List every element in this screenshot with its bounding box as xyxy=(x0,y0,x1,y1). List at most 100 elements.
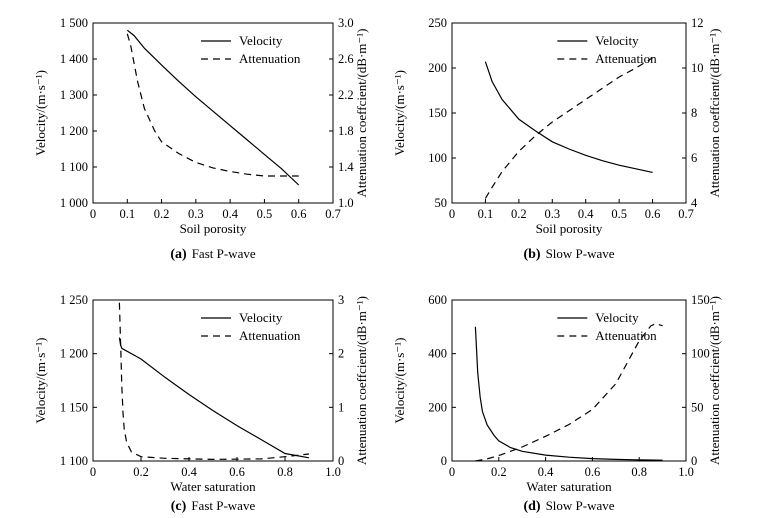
x-tick-label: 0.5 xyxy=(611,207,627,221)
plot-frame xyxy=(92,299,334,462)
x-tick-label: 0.3 xyxy=(188,207,204,221)
y-tick-label: 200 xyxy=(428,61,447,75)
panel-b: 0 0.1 0.2 0.3 0.4 0.5 0.6 0.7 50 100 150 200 250 4 6 8 1… xyxy=(392,16,722,262)
x-tick-label: 0.6 xyxy=(645,207,661,221)
x-tick-label: 0.4 xyxy=(181,465,197,479)
legend-label-attenuation: Attenuation xyxy=(595,328,657,343)
panel-caption: (d) Slow P-wave xyxy=(523,498,614,514)
legend-label-attenuation: Attenuation xyxy=(239,51,301,66)
panel-caption-title: Slow P-wave xyxy=(546,246,615,261)
y-axis-label: Velocity/(m·s⁻¹) xyxy=(33,70,48,156)
panel-caption-title: Slow P-wave xyxy=(546,498,615,513)
y2-tick-label: 150 xyxy=(691,293,710,307)
x-tick-label: 0.4 xyxy=(538,465,554,479)
y2-axis-label: Attenuation coeffcient/(dB·m⁻¹) xyxy=(707,29,722,198)
panel-d: 0 0.2 0.4 0.6 0.8 1.00200400600050100150Water… xyxy=(392,293,722,514)
y-tick-label: 250 xyxy=(428,16,447,30)
panel-c: 0 0.2 0.4 0.6 0.8 1.0 1 100 1 150 1 200 1 250 0 1 2 3… xyxy=(33,293,369,514)
x-tick-label: 0.1 xyxy=(478,207,494,221)
y-tick-label: 1 200 xyxy=(60,347,88,361)
y2-tick-label: 1.4 xyxy=(338,160,354,174)
x-tick-label: 0 xyxy=(449,207,455,221)
x-tick-label: 0.3 xyxy=(544,207,560,221)
y-tick-label: 1 200 xyxy=(60,124,88,138)
x-tick-label: 0.4 xyxy=(222,207,238,221)
x-tick-label: 1.0 xyxy=(325,465,341,479)
x-tick-label: 0.1 xyxy=(119,207,135,221)
series-line-attenuation xyxy=(118,302,310,461)
y-tick-label: 600 xyxy=(428,293,447,307)
y2-tick-label: 1.8 xyxy=(338,124,354,138)
y2-tick-label: 8 xyxy=(691,106,697,120)
y2-axis-label: Attenuation coeffcient/(dB·m⁻¹) xyxy=(354,296,369,465)
panel-caption: (c) Fast P-wave xyxy=(171,498,256,514)
panel-caption-tag: (a) xyxy=(170,247,187,262)
y2-tick-label: 1 xyxy=(338,400,344,414)
y-tick-label: 1 150 xyxy=(60,400,88,414)
x-tick-label: 0 xyxy=(90,465,96,479)
y2-axis-label: Attenuation coeffcient/(dB·m⁻¹) xyxy=(707,296,722,465)
x-tick-label: 0.6 xyxy=(585,465,601,479)
plot-frame xyxy=(451,299,687,462)
y-axis-label: Velocity/(m·s⁻¹) xyxy=(392,338,407,424)
panel-caption-tag: (d) xyxy=(523,499,540,514)
x-axis-label: Soil porosity xyxy=(536,221,603,236)
series-line-attenuation xyxy=(475,322,663,462)
x-axis-label: Water saturation xyxy=(526,479,612,494)
panel-caption-title: Fast P-wave xyxy=(191,498,255,513)
x-axis-label: Water saturation xyxy=(170,479,256,494)
y2-tick-label: 6 xyxy=(691,151,697,165)
x-tick-label: 0.6 xyxy=(229,465,245,479)
panel-caption-tag: (c) xyxy=(171,499,187,514)
y2-tick-label: 12 xyxy=(691,16,704,30)
legend-label-attenuation: Attenuation xyxy=(239,328,301,343)
y2-tick-label: 2 xyxy=(338,347,344,361)
y-axis-label: Velocity/(m·s⁻¹) xyxy=(392,70,407,156)
y-tick-label: 1 300 xyxy=(60,88,88,102)
panel-caption-title: Fast P-wave xyxy=(192,246,256,261)
series-line-velocity xyxy=(484,61,653,173)
y-tick-label: 1 500 xyxy=(60,16,88,30)
y-tick-label: 1 000 xyxy=(60,196,88,210)
plot-frame xyxy=(451,22,687,204)
series-line-attenuation xyxy=(126,33,299,177)
y2-axis-label: Attenuation coeffcient/(dB·m⁻¹) xyxy=(354,29,369,198)
y2-tick-label: 0 xyxy=(691,454,697,468)
x-tick-label: 0.7 xyxy=(325,207,341,221)
x-tick-label: 0 xyxy=(90,207,96,221)
y-tick-label: 400 xyxy=(428,347,447,361)
x-tick-label: 0.7 xyxy=(678,207,694,221)
plot-frame xyxy=(92,22,334,204)
y-axis-label: Velocity/(m·s⁻¹) xyxy=(33,338,48,424)
panel-a: 0 0.1 0.2 0.3 0.4 0.5 0.6 0.7 1 000 1 100 1 200 1 3… xyxy=(33,16,369,262)
y2-tick-label: 4 xyxy=(691,196,698,210)
y2-tick-label: 2.2 xyxy=(338,88,354,102)
y-tick-label: 0 xyxy=(441,454,447,468)
y-tick-label: 100 xyxy=(428,151,447,165)
x-axis-label: Soil porosity xyxy=(180,221,247,236)
x-tick-label: 0.2 xyxy=(154,207,170,221)
y-tick-label: 150 xyxy=(428,106,447,120)
y2-tick-label: 10 xyxy=(691,61,704,75)
x-tick-label: 0.5 xyxy=(257,207,273,221)
series-line-attenuation xyxy=(484,57,653,199)
y-tick-label: 1 400 xyxy=(60,52,88,66)
y-tick-label: 200 xyxy=(428,400,447,414)
legend-label-velocity: Velocity xyxy=(595,33,639,48)
x-tick-label: 0.4 xyxy=(578,207,594,221)
legend-label-velocity: Velocity xyxy=(595,310,639,325)
x-tick-label: 1.0 xyxy=(678,465,694,479)
x-tick-label: 0.2 xyxy=(133,465,149,479)
y2-tick-label: 3 xyxy=(338,293,344,307)
y2-tick-label: 0 xyxy=(338,454,344,468)
y-tick-label: 1 100 xyxy=(60,160,88,174)
legend-label-velocity: Velocity xyxy=(239,33,283,48)
x-tick-label: 0.2 xyxy=(491,465,507,479)
panel-caption: (b) Slow P-wave xyxy=(523,246,614,262)
y-tick-label: 1 250 xyxy=(60,293,88,307)
y-tick-label: 1 100 xyxy=(60,454,88,468)
x-tick-label: 0.2 xyxy=(511,207,527,221)
series-line-velocity xyxy=(118,337,310,459)
x-tick-label: 0.8 xyxy=(631,465,647,479)
